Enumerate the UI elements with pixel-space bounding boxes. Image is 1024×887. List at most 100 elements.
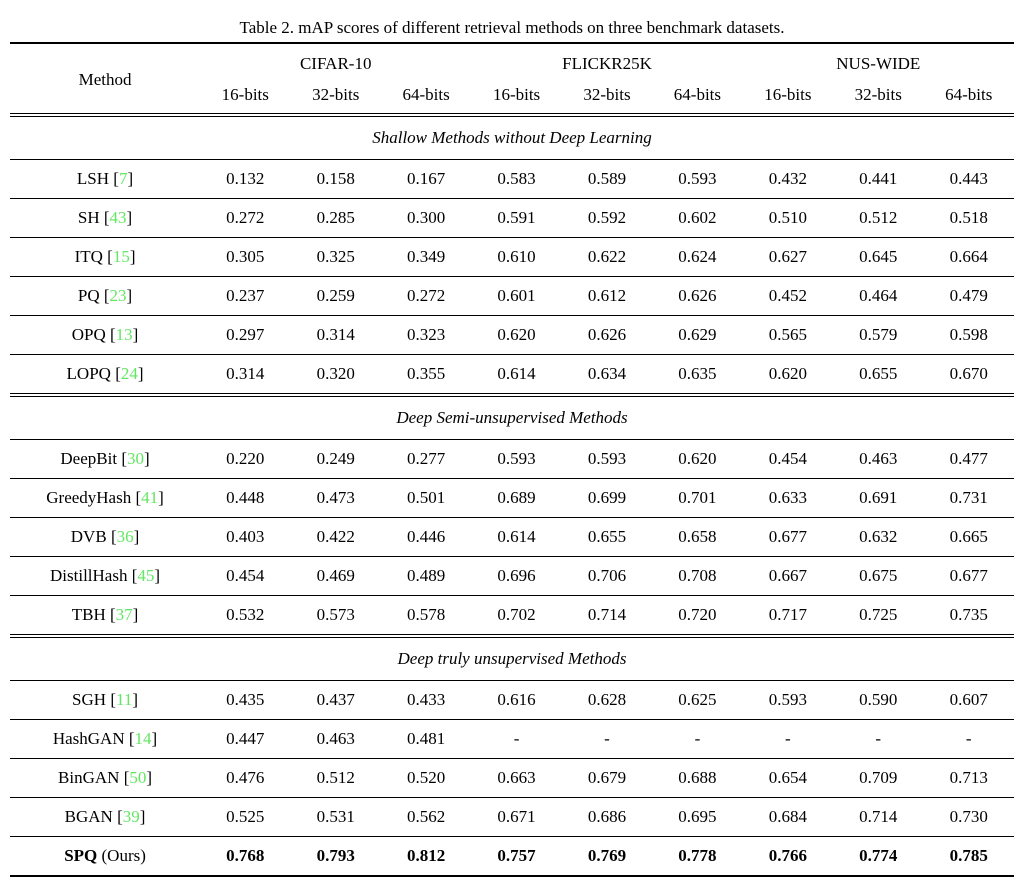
value-cell: 0.774 — [833, 836, 924, 876]
method-cell: ITQ [15] — [10, 237, 201, 277]
value-cell: 0.325 — [290, 237, 381, 277]
bits-header: 32-bits — [312, 84, 360, 104]
value-cell: 0.479 — [923, 276, 1014, 316]
table-row: BGAN [39] 0.525 0.531 0.562 0.671 0.686 0.695 0… — [10, 797, 1014, 837]
method-cell: GreedyHash [41] — [10, 478, 201, 518]
citation-number: 14 — [134, 729, 152, 748]
table-row: BinGAN [50] 0.476 0.512 0.520 0.663 0.679 0.68… — [10, 758, 1014, 798]
bits-header: 16-bits — [492, 84, 541, 104]
method-cell: HashGAN [14] — [10, 719, 201, 759]
method-suffix: (Ours) — [97, 846, 146, 865]
value-cell: 0.675 — [833, 556, 924, 596]
citation-number: 23 — [109, 286, 127, 305]
citation-number: 41 — [141, 488, 159, 507]
value-cell: 0.757 — [471, 836, 562, 876]
value-cell: 0.702 — [471, 595, 562, 636]
value-cell: 0.593 — [471, 439, 562, 479]
value-cell: 0.628 — [561, 680, 653, 720]
value-cell: 0.520 — [380, 758, 472, 798]
table-row: SH [43] 0.272 0.285 0.300 0.591 0.592 0.602 0.5… — [10, 198, 1014, 238]
method-cell: DeepBit [30] — [10, 439, 201, 479]
method-name: DistillHash — [50, 566, 128, 585]
value-cell: 0.589 — [561, 159, 653, 199]
value-cell: 0.778 — [652, 836, 743, 876]
value-cell: 0.622 — [561, 237, 653, 277]
section-header-row: Deep Semi-unsupervised Methods — [10, 393, 1014, 440]
value-cell: 0.691 — [833, 478, 924, 518]
value-cell: 0.614 — [471, 517, 562, 557]
value-cell: 0.518 — [923, 198, 1014, 238]
section-title: Shallow Methods without Deep Learning — [10, 113, 1014, 160]
value-cell: 0.602 — [652, 198, 743, 238]
value-cell: 0.314 — [290, 315, 381, 355]
value-cell: 0.626 — [652, 276, 743, 316]
table-row: ITQ [15] 0.305 0.325 0.349 0.610 0.622 0.624 0.… — [10, 237, 1014, 277]
value-cell: 0.477 — [923, 439, 1014, 479]
value-cell: 0.593 — [742, 680, 834, 720]
value-cell: 0.725 — [833, 595, 924, 636]
value-cell: 0.259 — [290, 276, 381, 316]
section-title: Deep truly unsupervised Methods — [10, 634, 1014, 681]
value-cell: 0.447 — [200, 719, 291, 759]
value-cell: 0.277 — [380, 439, 472, 479]
value-cell: 0.501 — [380, 478, 472, 518]
value-cell: 0.323 — [380, 315, 472, 355]
value-cell: 0.158 — [290, 159, 381, 199]
value-cell: 0.249 — [290, 439, 381, 479]
table-row: HashGAN [14] 0.447 0.463 0.481- - - - - - — [10, 719, 1014, 759]
value-cell: 0.314 — [200, 354, 291, 395]
table-row: TBH [37] 0.532 0.573 0.578 0.702 0.714 0.720 0.… — [10, 595, 1014, 636]
value-cell: 0.132 — [200, 159, 291, 199]
method-cell: BGAN [39] — [10, 797, 201, 837]
value-cell: 0.620 — [652, 439, 743, 479]
method-name: SPQ — [64, 846, 98, 865]
value-cell: 0.655 — [833, 354, 924, 395]
method-cell: PQ [23] — [10, 276, 201, 316]
value-cell: 0.593 — [561, 439, 653, 479]
table-row: LOPQ [24] 0.314 0.320 0.355 0.614 0.634 0.635 0… — [10, 354, 1014, 395]
value-cell: 0.677 — [742, 517, 834, 557]
method-name: PQ — [77, 286, 100, 305]
value-cell: 0.583 — [471, 159, 562, 199]
value-cell: 0.701 — [652, 478, 743, 518]
bits-header: 64-bits — [402, 84, 450, 104]
value-cell: 0.565 — [742, 315, 834, 355]
value-cell: 0.454 — [200, 556, 291, 596]
value-cell: 0.578 — [380, 595, 472, 636]
value-cell: 0.699 — [561, 478, 653, 518]
value-cell: 0.422 — [290, 517, 381, 557]
citation-number: 15 — [112, 247, 130, 266]
bits-header: 16-bits — [764, 84, 812, 104]
value-cell: 0.454 — [742, 439, 834, 479]
citation-number: 24 — [120, 364, 138, 383]
value-cell: 0.633 — [742, 478, 834, 518]
table-row: SPQ (Ours) 0.768 0.793 0.812 0.757 0.769 0.778… — [10, 836, 1014, 876]
value-cell: 0.573 — [290, 595, 381, 636]
dataset-header-flickr25k: FLICKR25K — [562, 53, 652, 73]
value-cell: 0.665 — [923, 517, 1014, 557]
value-cell: 0.713 — [923, 758, 1014, 798]
value-cell: 0.620 — [742, 354, 834, 395]
citation-number: 45 — [137, 566, 155, 585]
value-cell: 0.730 — [923, 797, 1014, 837]
value-cell: 0.593 — [652, 159, 743, 199]
method-name: BinGAN — [58, 768, 120, 787]
value-cell: 0.305 — [200, 237, 291, 277]
citation-number: 11 — [115, 690, 133, 709]
value-cell: 0.709 — [833, 758, 924, 798]
value-cell: 0.355 — [380, 354, 472, 395]
value-cell: 0.634 — [561, 354, 653, 395]
value-cell: 0.714 — [833, 797, 924, 837]
value-cell: 0.629 — [652, 315, 743, 355]
section-header-row: Deep truly unsupervised Methods — [10, 634, 1014, 681]
citation-number: 37 — [115, 605, 133, 624]
value-cell: 0.441 — [833, 159, 924, 199]
value-cell: 0.655 — [561, 517, 653, 557]
value-cell: 0.689 — [471, 478, 562, 518]
value-cell: 0.614 — [471, 354, 562, 395]
value-cell: 0.735 — [923, 595, 1014, 636]
value-cell: 0.220 — [200, 439, 291, 479]
value-cell: 0.469 — [290, 556, 381, 596]
method-name: LOPQ — [66, 364, 111, 383]
value-cell: 0.607 — [923, 680, 1014, 720]
